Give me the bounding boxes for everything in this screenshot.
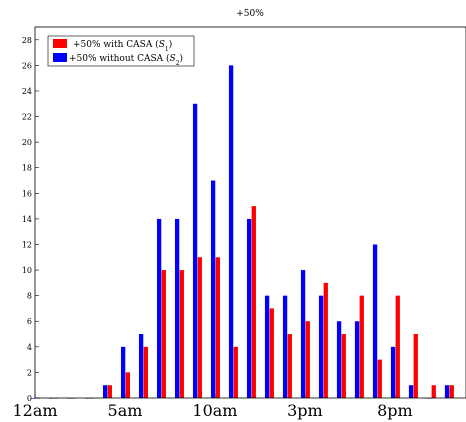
- bar-without-casa: [102, 385, 108, 398]
- bar-without-casa: [408, 385, 414, 398]
- legend-label-without-casa: +50% without CASA (S2): [69, 53, 183, 67]
- plot-area-frame: [34, 26, 466, 399]
- legend-swatch-without-casa: [53, 53, 67, 62]
- bar-with-casa: [161, 270, 166, 398]
- bar-with-casa: [125, 372, 130, 398]
- y-tick-label: 22: [22, 113, 32, 122]
- bar-without-casa: [282, 295, 288, 398]
- chart-title: +50%: [236, 9, 264, 19]
- bar-with-casa: [287, 334, 292, 398]
- bars-group: [31, 65, 454, 399]
- bar-with-casa: [197, 257, 202, 398]
- bar-without-casa: [264, 295, 270, 398]
- x-tick-label: 5am: [108, 401, 143, 420]
- bar-without-casa: [138, 334, 144, 398]
- bar-without-casa: [228, 65, 234, 398]
- bar-with-casa: [107, 385, 112, 398]
- bar-without-casa: [192, 103, 198, 398]
- bar-with-casa: [323, 282, 328, 398]
- y-tick-label: 26: [22, 61, 32, 70]
- bar-with-casa: [179, 270, 184, 398]
- bar-without-casa: [390, 346, 396, 398]
- x-tick-label: 8pm: [377, 401, 413, 420]
- bar-with-casa: [341, 334, 346, 398]
- bar-with-casa: [143, 346, 148, 398]
- bar-without-casa: [354, 321, 360, 398]
- legend: +50% with CASA (S1) +50% without CASA (S…: [47, 35, 195, 67]
- y-tick-label: 28: [22, 36, 32, 45]
- y-tick-label: 2: [27, 368, 32, 377]
- legend-box: [47, 35, 195, 67]
- bar-with-casa: [395, 295, 400, 398]
- legend-swatch-with-casa: [53, 39, 67, 48]
- bar-without-casa: [300, 270, 306, 398]
- x-tick-label: 3pm: [287, 401, 323, 420]
- bar-with-casa: [305, 321, 310, 398]
- bar-without-casa: [318, 295, 324, 398]
- y-tick-label: 16: [22, 189, 32, 198]
- y-tick-label: 24: [22, 87, 32, 96]
- bar-with-casa: [269, 308, 274, 398]
- bar-without-casa: [336, 321, 342, 398]
- y-tick-label: 18: [22, 164, 32, 173]
- bar-without-casa: [246, 218, 252, 398]
- bar-without-casa: [210, 180, 216, 398]
- bar-with-casa: [359, 295, 364, 398]
- y-tick-label: 12: [22, 240, 32, 249]
- bar-with-casa: [413, 334, 418, 398]
- bar-with-casa: [431, 385, 436, 398]
- bar-without-casa: [156, 218, 162, 398]
- x-tick-label: 10am: [192, 401, 237, 420]
- y-tick-label: 4: [27, 343, 32, 352]
- bar-without-casa: [31, 398, 36, 399]
- y-tick-label: 6: [27, 317, 32, 326]
- y-tick-label: 10: [22, 266, 32, 275]
- y-tick-label: 8: [27, 292, 32, 301]
- y-tick-label: 14: [22, 215, 32, 224]
- x-tick-label: 12am: [12, 401, 57, 420]
- bar-without-casa: [174, 218, 180, 398]
- bar-with-casa: [449, 385, 454, 398]
- legend-label-with-casa: +50% with CASA (S1): [73, 39, 172, 53]
- bar-without-casa: [444, 385, 450, 398]
- bar-with-casa: [233, 346, 238, 398]
- y-tick-label: 20: [22, 138, 32, 147]
- bar-with-casa: [215, 257, 220, 398]
- bar-with-casa: [251, 206, 256, 398]
- bar-without-casa: [120, 346, 126, 398]
- bar-without-casa: [372, 244, 378, 398]
- bar-with-casa: [377, 359, 382, 398]
- x-axis: 12am 5am 10am 3pm 8pm: [12, 394, 413, 420]
- y-tick-label: 0: [27, 394, 32, 403]
